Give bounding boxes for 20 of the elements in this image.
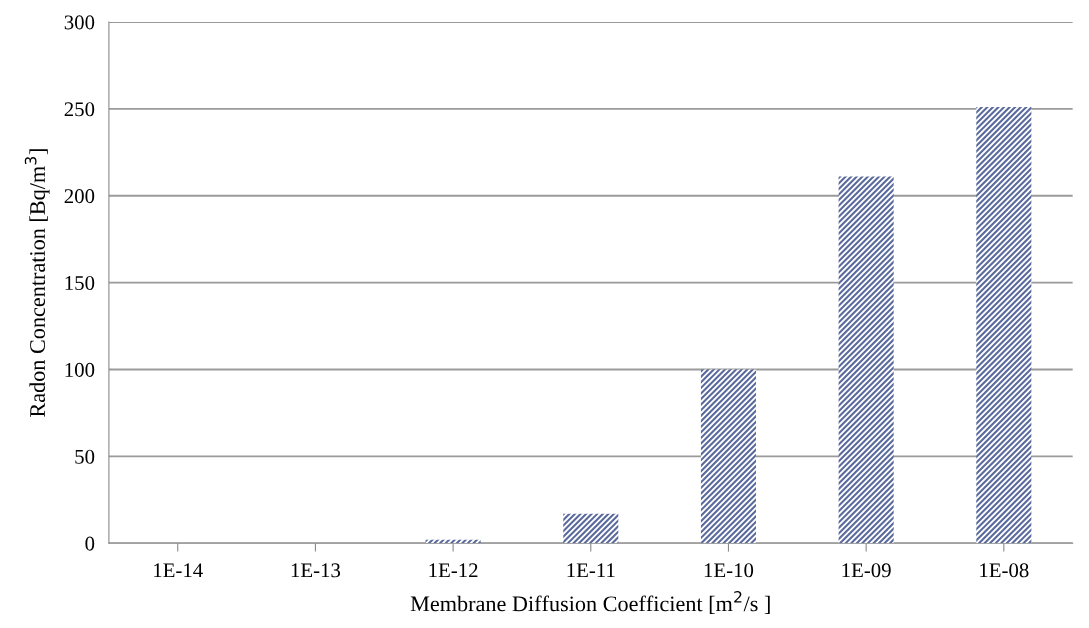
bar (563, 513, 619, 544)
bar (976, 107, 1032, 544)
y-tick-label: 150 (65, 275, 95, 291)
x-tick-label: 1E-14 (154, 563, 203, 578)
y-tick-label: 200 (64, 189, 95, 204)
x-tick-label: 1E-12 (429, 563, 478, 578)
y-tick-label: 300 (64, 15, 95, 30)
y-tick-label: 50 (75, 449, 95, 464)
y-axis-title: Radon Concentration [Bq/m$^{3}$] (24, 149, 50, 417)
bar (700, 369, 756, 544)
x-axis-title: Membrane Diffusion Coefficient [m$^{2}$/s ] (410, 591, 770, 615)
x-tick-label: 1E-13 (291, 563, 341, 578)
x-tick-label: 1E-11 (567, 563, 615, 578)
bar (838, 176, 894, 544)
x-tick-label: 1E-09 (842, 563, 891, 578)
y-tick-label: 250 (64, 102, 95, 117)
y-tick-label: 100 (65, 362, 95, 377)
x-tick-label: 1E-10 (704, 563, 754, 578)
x-tick-label: 1E-08 (980, 563, 1029, 578)
y-tick-label: 0 (85, 536, 95, 551)
